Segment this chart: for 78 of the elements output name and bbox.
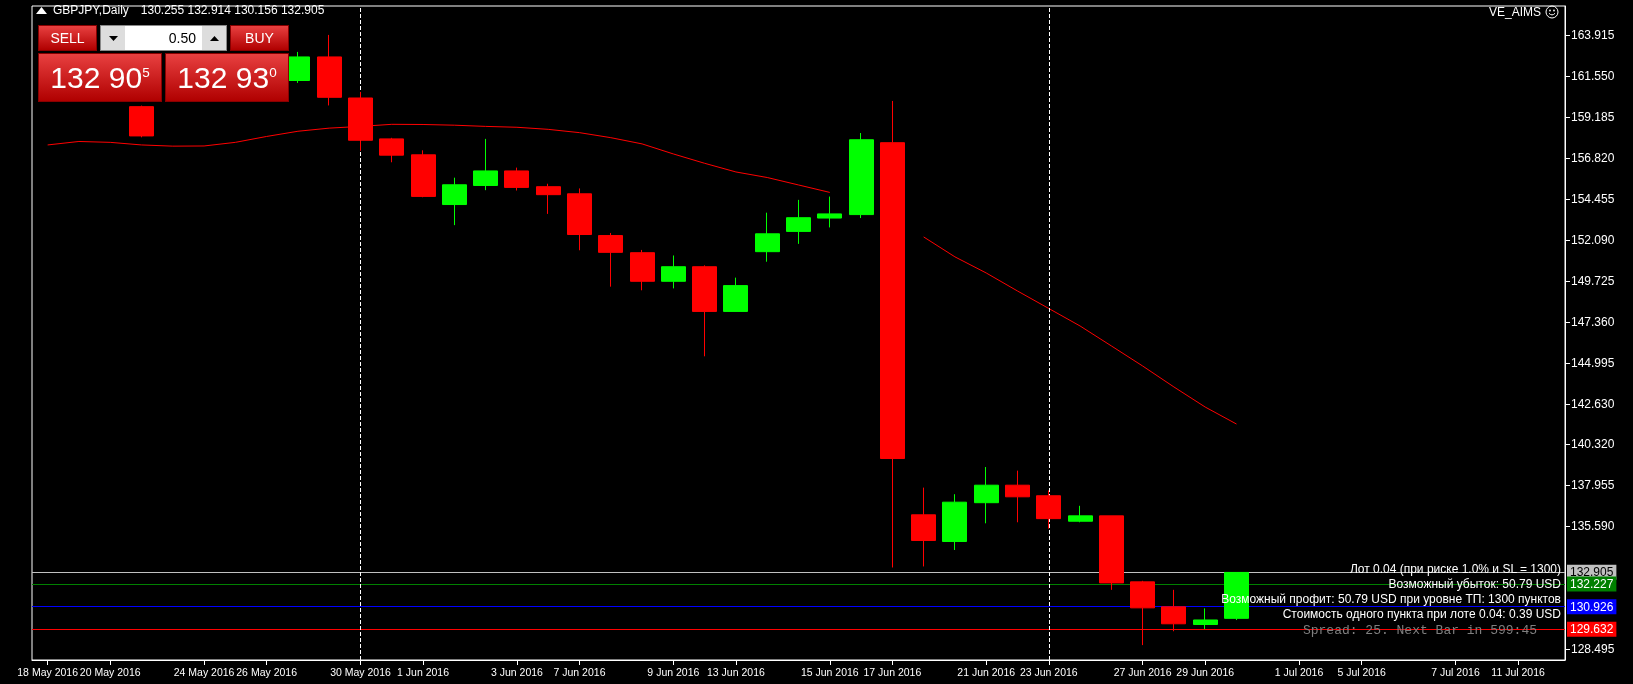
candlestick	[411, 149, 436, 198]
y-tick-label: 135.590	[1571, 518, 1615, 533]
x-tick-label: 11 Jul 2016	[1491, 665, 1545, 678]
button: 132 90$^{5}$	[38, 53, 162, 102]
ref-line-label: 132.905	[1570, 565, 1614, 580]
y-tick-label: 137.955	[1571, 477, 1615, 492]
candlestick	[661, 254, 686, 289]
candlestick	[692, 264, 717, 357]
annotation: Возможный убыток: 50.79 USD	[1387, 577, 1561, 592]
candlestick	[786, 199, 811, 245]
candlestick	[817, 196, 842, 228]
annotation: 132 90$^{5}$	[50, 60, 150, 95]
candlestick	[317, 34, 342, 106]
candlestick	[567, 187, 592, 251]
annotation: 0.50	[168, 30, 196, 46]
candlestick	[504, 167, 529, 192]
candlestick	[1099, 515, 1124, 591]
x-tick-label: 1 Jun 2016	[397, 665, 450, 678]
annotation: 132 93$^{0}$	[177, 60, 277, 95]
candlestick	[942, 493, 967, 551]
candlestick	[1005, 470, 1030, 523]
x-tick-label: 21 Jun 2016	[957, 665, 1016, 678]
x-tick-label: 24 May 2016	[173, 665, 235, 678]
x-tick-label: 7 Jun 2016	[553, 665, 606, 678]
y-tick-label: 149.725	[1571, 274, 1615, 289]
chart-title: GBPJPY,Daily	[53, 3, 129, 17]
y-tick-label: 142.630	[1571, 396, 1615, 411]
y-tick-label: 154.455	[1571, 192, 1615, 207]
x-tick-label: 29 Jun 2016	[1176, 665, 1235, 678]
number-field: 0.50	[100, 25, 227, 51]
y-tick-label: 140.320	[1571, 436, 1615, 451]
candlestick	[129, 105, 154, 138]
x-tick-label: 18 May 2016	[17, 665, 79, 678]
ref-line-label: 132.227	[1570, 577, 1614, 592]
x-tick-label: 1 Jul 2016	[1274, 665, 1324, 678]
x-tick-label: 15 Jun 2016	[800, 665, 859, 678]
candlestick	[880, 100, 905, 568]
x-tick-label: 13 Jun 2016	[707, 665, 765, 678]
candlestick	[1068, 505, 1093, 523]
y-tick-label: 144.995	[1571, 355, 1615, 370]
candlestick	[755, 212, 780, 263]
x-tick-label: 23 Jun 2016	[1019, 665, 1078, 678]
candlestick	[1036, 489, 1061, 530]
candlestick	[723, 277, 748, 312]
y-tick-label: 152.090	[1571, 233, 1615, 248]
y-tick-label: 147.360	[1571, 315, 1615, 329]
candlestick	[630, 249, 655, 291]
x-tick-label: 17 Jun 2016	[863, 665, 922, 678]
x-tick-label: 20 May 2016	[79, 665, 141, 678]
annotation: Стоимость одного пункта при лоте 0.04: 0.39 USD	[1281, 607, 1561, 622]
y-tick-label: 156.820	[1571, 151, 1615, 166]
x-tick-label: 27 Jun 2016	[1113, 665, 1172, 678]
y-tick-label: 128.495	[1571, 641, 1615, 656]
chart-subtitle: 130.255 132.914 130.156 132.905	[140, 3, 325, 17]
candlestick	[473, 138, 498, 191]
x-tick-label: 3 Jun 2016	[490, 665, 544, 678]
candlestick	[1193, 607, 1218, 630]
y-tick-label: 161.550	[1571, 69, 1615, 84]
candlestick	[536, 183, 561, 215]
candlestick	[911, 487, 936, 567]
candlestick	[974, 466, 999, 524]
ref-line-label: 130.926	[1570, 599, 1614, 614]
candlestick	[598, 232, 623, 288]
x-tick-label: 9 Jun 2016	[647, 665, 700, 678]
candlestick	[379, 137, 404, 163]
button: BUY	[230, 25, 289, 51]
y-tick-label: 159.185	[1571, 110, 1615, 125]
ref-line-label: 129.632	[1570, 622, 1614, 637]
button: SELL	[38, 25, 97, 51]
y-tick-label: 163.915	[1571, 28, 1615, 43]
x-tick-label: 30 May 2016	[330, 665, 392, 678]
x-tick-label: 5 Jul 2016	[1337, 665, 1387, 678]
candlestick	[442, 177, 467, 226]
candlestick	[849, 132, 874, 219]
x-tick-label: 26 May 2016	[236, 665, 298, 678]
button: 132 93$^{0}$	[165, 53, 289, 102]
x-tick-label: 7 Jul 2016	[1431, 665, 1480, 678]
annotation: VE_AIMS	[1488, 5, 1541, 19]
